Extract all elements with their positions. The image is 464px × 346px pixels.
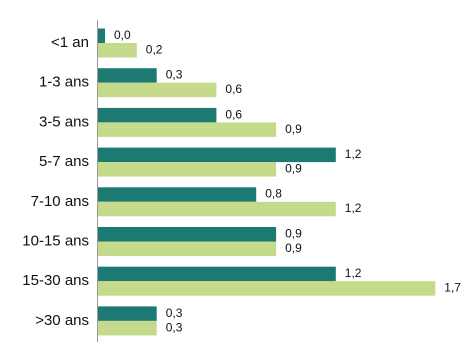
- data-label: 0,6: [225, 107, 242, 121]
- data-label: 0,8: [265, 187, 282, 201]
- data-label: 1,2: [345, 201, 362, 215]
- bar-series-1: [97, 147, 336, 163]
- category-label: 10-15 ans: [22, 232, 89, 249]
- bar-series-1: [97, 227, 277, 242]
- data-label: 0,9: [285, 122, 302, 136]
- data-label: 1,2: [345, 147, 362, 161]
- data-label: 0,3: [166, 306, 183, 320]
- bar-series-2: [97, 241, 277, 256]
- bar-series-2: [97, 162, 277, 177]
- category-label: 15-30 ans: [22, 272, 89, 289]
- data-label: 0,9: [285, 162, 302, 176]
- bar-series-2: [97, 201, 336, 217]
- data-label: 0,0: [114, 28, 131, 42]
- data-label: 0,3: [166, 320, 183, 334]
- bar-series-2: [97, 122, 277, 137]
- data-label: 0,2: [146, 42, 163, 56]
- bar-series-2: [97, 82, 217, 98]
- data-label: 0,9: [285, 226, 302, 240]
- bar-series-1: [97, 266, 336, 282]
- category-label: 5-7 ans: [39, 153, 89, 170]
- data-label: 0,3: [166, 68, 183, 82]
- bar-series-2: [97, 43, 137, 58]
- bar-series-1: [97, 306, 157, 321]
- bar-series-2: [97, 320, 157, 336]
- bar-series-2: [97, 281, 436, 296]
- bar-series-1: [97, 68, 157, 83]
- bar-series-1: [97, 28, 105, 43]
- data-label: 1,2: [345, 266, 362, 280]
- category-label: 3-5 ans: [39, 113, 89, 130]
- category-label: <1 an: [51, 34, 89, 51]
- data-label: 0,9: [285, 241, 302, 255]
- bar-series-1: [97, 187, 257, 202]
- data-label: 1,7: [444, 281, 461, 295]
- category-label: >30 ans: [35, 312, 89, 329]
- category-label: 7-10 ans: [31, 193, 89, 210]
- category-label: 1-3 ans: [39, 74, 89, 91]
- bar-series-1: [97, 107, 217, 123]
- data-label: 0,6: [225, 82, 242, 96]
